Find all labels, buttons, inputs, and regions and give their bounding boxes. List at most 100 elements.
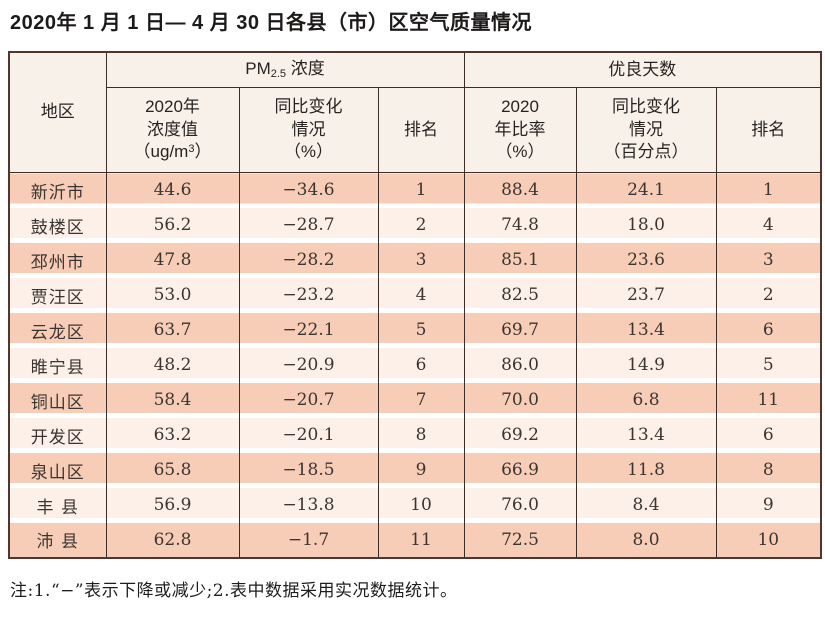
value-cell: 8 [377,417,465,453]
header-sub-row: 2020年 浓度值 （ug/m3） 同比变化 情况 （%） 排名 2020 年比… [9,87,822,173]
value-cell: 9 [715,487,822,523]
region-cell: 泉山区 [8,452,107,488]
value-cell: 2 [377,207,465,243]
header-line: （%） [283,142,334,162]
value-cell: 1 [377,172,465,208]
header-line: 2020 [501,96,539,116]
header-line: 2020年 [145,96,200,116]
value-cell: −22.1 [238,312,379,348]
table-row: 铜山区 58.4 −20.7 7 70.0 6.8 11 [8,382,822,418]
value-cell: −28.2 [238,242,379,278]
value-cell: −18.5 [238,452,379,488]
value-cell: 74.8 [463,207,577,243]
value-cell: 13.4 [575,312,717,348]
value-cell: 2 [715,277,822,313]
value-cell: 62.8 [105,522,240,558]
table-row: 新沂市 44.6 −34.6 1 88.4 24.1 1 [8,172,822,208]
header-line: （%） [495,142,545,162]
value-cell: 11 [377,522,465,558]
value-cell: −13.8 [238,487,379,523]
region-cell: 云龙区 [8,312,107,348]
pm25-prefix: PM [245,59,271,79]
pm25-suffix: 浓度 [286,59,325,79]
column-header-pm-change: 同比变化 情况 （%） [238,87,379,173]
table-row: 沛 县 62.8 −1.7 11 72.5 8.0 10 [8,522,822,558]
value-cell: 4 [715,207,822,243]
column-header-pm-value: 2020年 浓度值 （ug/m3） [105,87,240,173]
table-row: 泉山区 65.8 −18.5 9 66.9 11.8 8 [8,452,822,488]
region-cell: 贾汪区 [8,277,107,313]
table-header: 地区 PM2.5 浓度 优良天数 2020年 浓度值 （ug/m3） 同比变化 … [8,52,822,173]
value-cell: 56.9 [105,487,240,523]
value-cell: −20.1 [238,417,379,453]
table-row: 贾汪区 53.0 −23.2 4 82.5 23.7 2 [8,277,822,313]
region-cell: 丰 县 [8,487,107,523]
value-cell: 8 [715,452,822,488]
column-header-good-rank: 排名 [715,87,822,173]
unit-superscript: 3 [188,143,195,156]
value-cell: 9 [377,452,465,488]
value-cell: 18.0 [575,207,717,243]
column-group-pm25: PM2.5 浓度 [105,52,465,88]
header-group-row: 地区 PM2.5 浓度 优良天数 [8,52,822,173]
value-cell: 7 [377,382,465,418]
table-row: 丰 县 56.9 −13.8 10 76.0 8.4 9 [8,487,822,523]
table-row: 开发区 63.2 −20.1 8 69.2 13.4 6 [8,417,822,453]
value-cell: 10 [715,522,822,558]
value-cell: 11 [715,382,822,418]
value-cell: 44.6 [105,172,240,208]
header-line: 浓度值 [147,119,198,139]
column-header-good-change: 同比变化 情况 （百分点） [575,87,717,173]
region-cell: 睢宁县 [8,347,107,383]
value-cell: 3 [377,242,465,278]
column-header-good-rate: 2020 年比率 （%） [463,87,577,173]
value-cell: 6 [377,347,465,383]
value-cell: 6.8 [575,382,717,418]
value-cell: 69.2 [463,417,577,453]
region-cell: 沛 县 [8,522,107,558]
table-row: 云龙区 63.7 −22.1 5 69.7 13.4 6 [8,312,822,348]
value-cell: 76.0 [463,487,577,523]
header-line: （ug/m3） [107,141,238,164]
value-cell: 66.9 [463,452,577,488]
value-cell: 5 [377,312,465,348]
value-cell: 10 [377,487,465,523]
value-cell: 6 [715,417,822,453]
value-cell: 70.0 [463,382,577,418]
value-cell: −1.7 [238,522,379,558]
header-line: 情况 [629,119,663,139]
header-line: 同比变化 [274,96,343,116]
value-cell: 86.0 [463,347,577,383]
region-cell: 邳州市 [8,242,107,278]
header-line: 年比率 [494,119,546,139]
value-cell: 65.8 [105,452,240,488]
value-cell: 63.2 [105,417,240,453]
column-header-pm-rank: 排名 [377,87,465,173]
value-cell: −34.6 [238,172,379,208]
header-line: （百分点） [603,142,689,162]
value-cell: −28.7 [238,207,379,243]
region-cell: 开发区 [8,417,107,453]
value-cell: −20.7 [238,382,379,418]
footnote: 注:1.“−”表示下降或减少;2.表中数据采用实况数据统计。 [10,580,458,601]
pm25-subscript: 2.5 [270,68,287,81]
value-cell: 23.7 [575,277,717,313]
column-header-region: 地区 [8,52,107,173]
value-cell: 88.4 [463,172,577,208]
header-line: 同比变化 [612,96,680,116]
table-row: 鼓楼区 56.2 −28.7 2 74.8 18.0 4 [8,207,822,243]
page-title: 2020年 1 月 1 日— 4 月 30 日各县（市）区空气质量情况 [10,12,533,34]
table-body: 新沂市 44.6 −34.6 1 88.4 24.1 1 鼓楼区 56.2 −28.7 2 74.8 1… [8,172,822,558]
value-cell: 53.0 [105,277,240,313]
column-group-good-days: 优良天数 [463,52,822,88]
value-cell: 56.2 [105,207,240,243]
region-cell: 鼓楼区 [8,207,107,243]
header-line: 情况 [291,119,326,139]
value-cell: 47.8 [105,242,240,278]
region-cell: 新沂市 [8,172,107,208]
value-cell: 63.7 [105,312,240,348]
value-cell: −20.9 [238,347,379,383]
air-quality-table: 地区 PM2.5 浓度 优良天数 2020年 浓度值 （ug/m3） 同比变化 … [8,51,823,559]
value-cell: 85.1 [463,242,577,278]
table-row: 睢宁县 48.2 −20.9 6 86.0 14.9 5 [8,347,822,383]
